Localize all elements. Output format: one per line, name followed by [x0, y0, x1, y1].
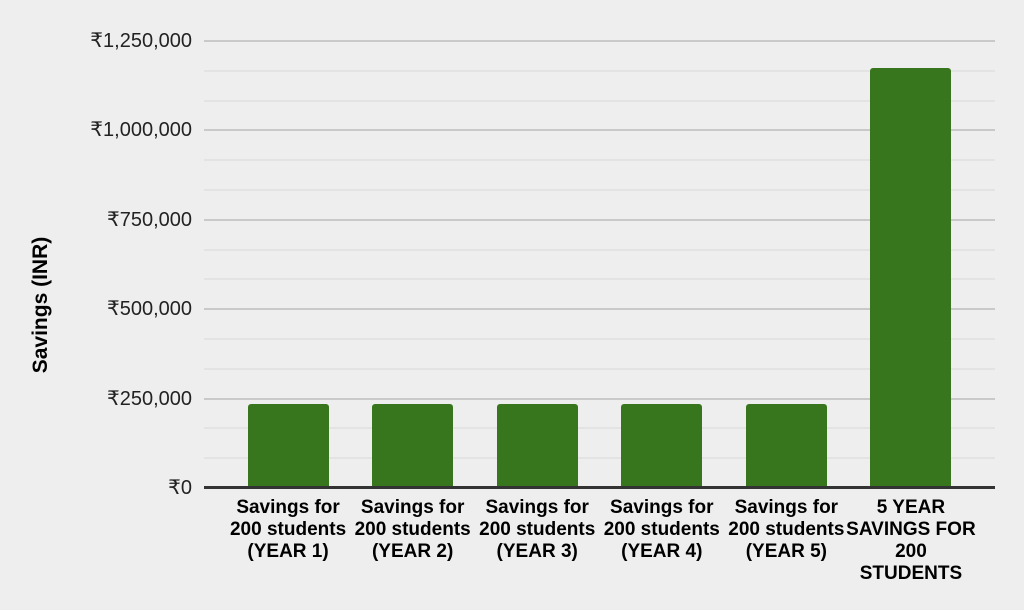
y-tick-label: ₹1,000,000: [90, 119, 192, 142]
y-tick-label: ₹250,000: [106, 387, 192, 410]
y-tick-label: ₹500,000: [106, 298, 192, 321]
x-category-label-3: Savings for 200 students (YEAR 3): [479, 497, 596, 562]
plot-area: [204, 40, 995, 489]
x-category-label-1: Savings for 200 students (YEAR 1): [229, 497, 347, 562]
x-category-label-6: 5 YEAR SAVINGS FOR 200 STUDENTS: [846, 497, 976, 584]
y-tick-label: ₹0: [168, 477, 192, 499]
x-category-label-4: Savings for 200 students (YEAR 4): [603, 497, 720, 562]
bar-3: [496, 403, 578, 488]
x-axis-line: [204, 486, 995, 489]
y-tick-label: ₹1,250,000: [90, 30, 192, 52]
bar-6: [870, 67, 952, 488]
y-tick-label: ₹750,000: [106, 208, 192, 231]
major-gridline: [204, 40, 995, 42]
bar-5: [745, 403, 827, 488]
x-category-label-2: Savings for 200 students (YEAR 2): [354, 497, 471, 562]
x-category-label-5: Savings for 200 students (YEAR 5): [728, 497, 845, 562]
bar-1: [247, 403, 329, 488]
bar-2: [372, 403, 454, 488]
bar-4: [621, 403, 703, 488]
